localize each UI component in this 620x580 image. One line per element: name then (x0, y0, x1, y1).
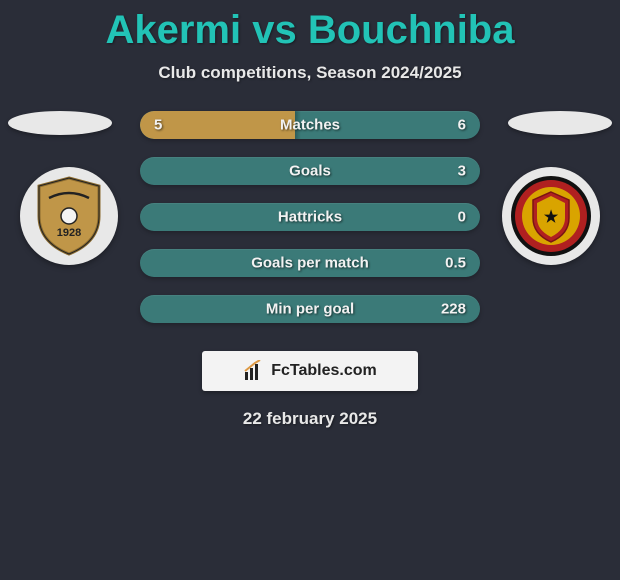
stat-value-right: 228 (441, 301, 466, 318)
name-plate-left (8, 111, 112, 135)
stat-value-right: 0.5 (445, 255, 466, 272)
stat-label: Min per goal (266, 301, 354, 318)
svg-text:1928: 1928 (57, 227, 81, 239)
stat-row: Min per goal 228 (140, 295, 480, 323)
name-plate-right (508, 111, 612, 135)
team-badge-right: ★ (502, 167, 600, 265)
date-text: 22 february 2025 (0, 409, 620, 429)
svg-text:★: ★ (544, 209, 559, 226)
crest-icon: ★ (509, 174, 593, 258)
brand-panel: FcTables.com (202, 351, 418, 391)
stat-label: Matches (280, 117, 340, 134)
content-area: 1928 ★ Matches 5 6 Goals 3 Hattricks 0 Goals pe… (0, 111, 620, 429)
stat-row: Goals 3 (140, 157, 480, 185)
page-title: Akermi vs Bouchniba (0, 0, 620, 53)
stat-fill-left (140, 111, 295, 139)
stat-label: Goals (289, 163, 331, 180)
stat-row: Hattricks 0 (140, 203, 480, 231)
stat-value-right: 0 (458, 209, 466, 226)
team-badge-left: 1928 (20, 167, 118, 265)
stat-label: Hattricks (278, 209, 342, 226)
stat-label: Goals per match (251, 255, 369, 272)
stat-row: Goals per match 0.5 (140, 249, 480, 277)
subtitle: Club competitions, Season 2024/2025 (0, 63, 620, 83)
stat-value-left: 5 (154, 117, 162, 134)
stat-row: Matches 5 6 (140, 111, 480, 139)
shield-icon: 1928 (27, 174, 111, 258)
brand-text: FcTables.com (271, 362, 377, 380)
stat-value-right: 6 (458, 117, 466, 134)
stats-bars: Matches 5 6 Goals 3 Hattricks 0 Goals per match… (140, 111, 480, 323)
chart-icon (243, 360, 265, 382)
stat-value-right: 3 (458, 163, 466, 180)
